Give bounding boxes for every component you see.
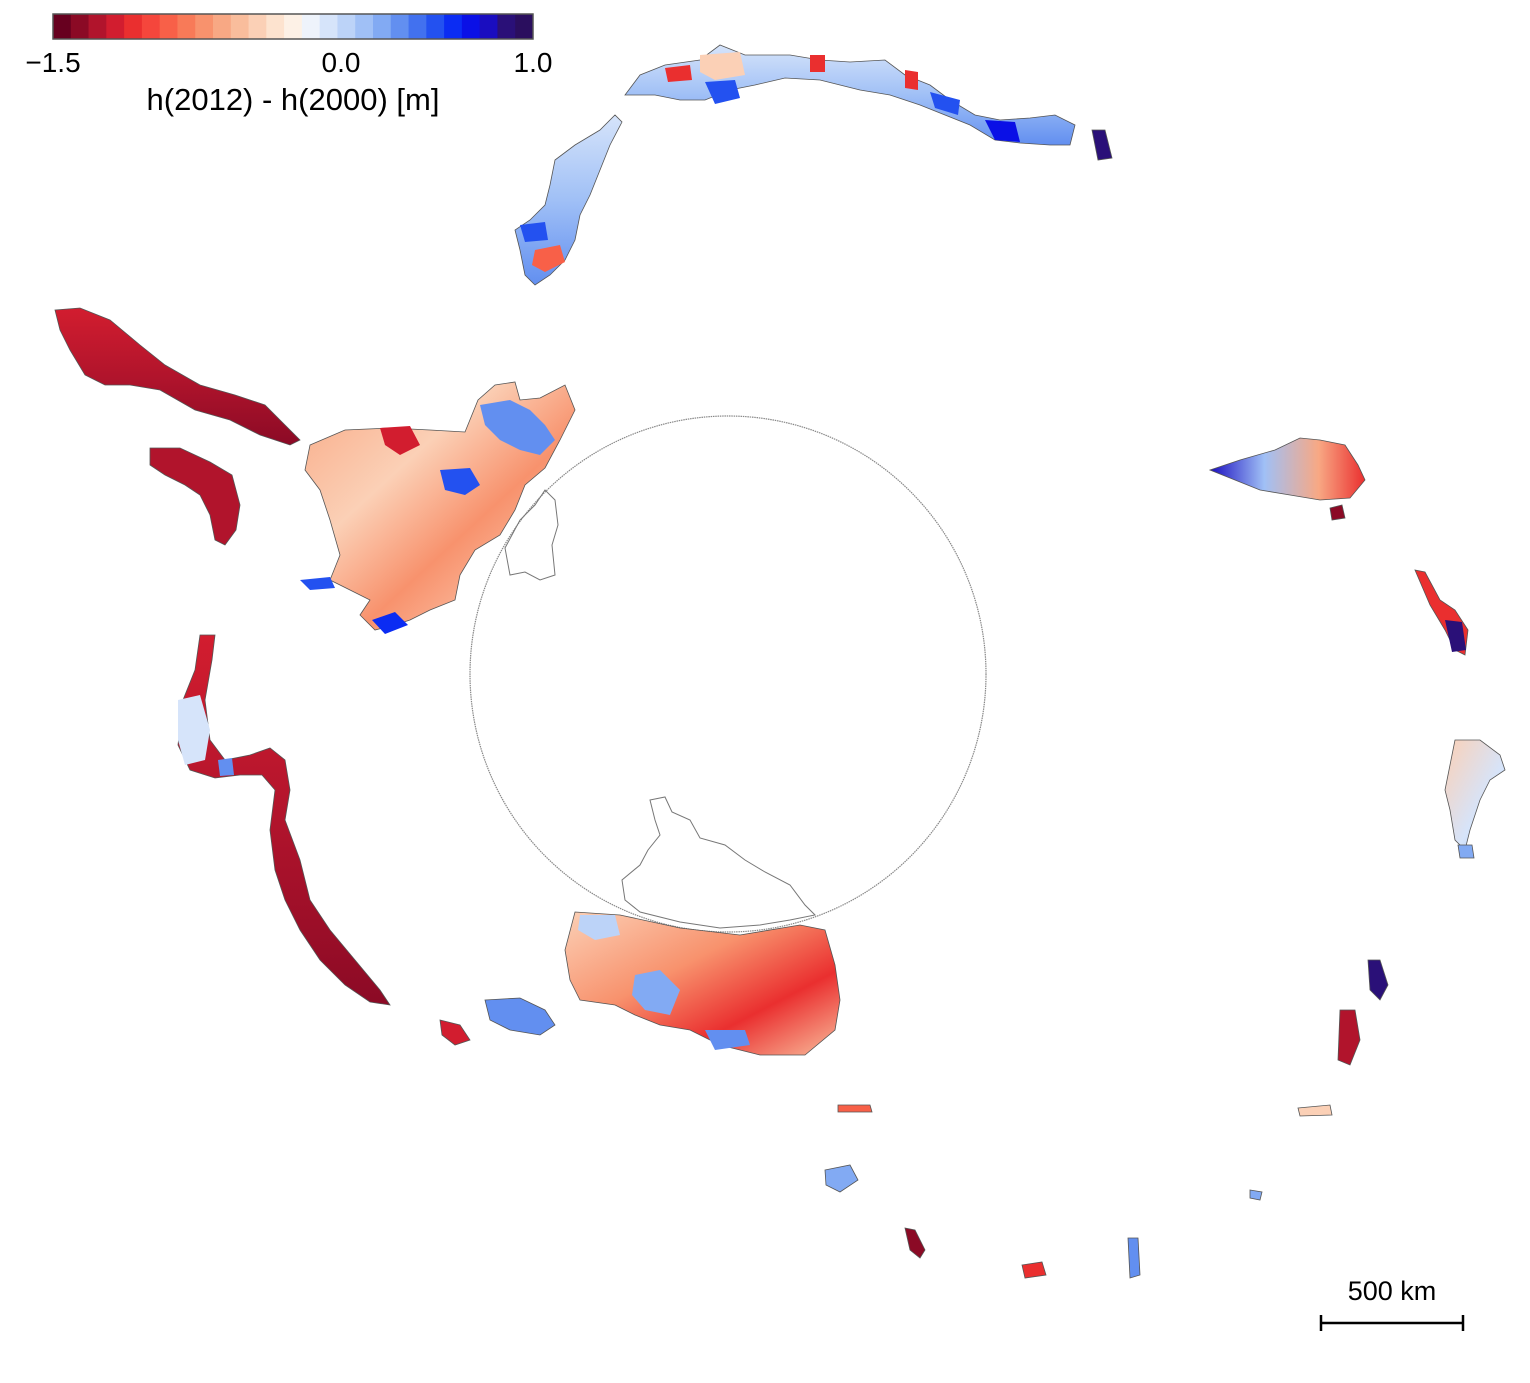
- colorbar-swatch: [213, 14, 232, 39]
- colorbar-swatch: [301, 14, 321, 39]
- amundsen-coast-region: [177, 634, 391, 1006]
- colorbar-swatch: [390, 14, 410, 39]
- colorbar-swatch: [106, 14, 125, 39]
- wilkes-blue-patch: [1127, 1237, 1141, 1279]
- colorbar-swatch: [426, 14, 445, 39]
- colorbar-swatch: [479, 14, 498, 39]
- colorbar-tick-min: −1.5: [25, 47, 80, 78]
- coats-land-region: [514, 114, 623, 286]
- amery-blue-patch: [1457, 844, 1475, 859]
- victoria-land-patch: [837, 1104, 873, 1113]
- colorbar-swatch: [373, 14, 392, 39]
- amundsen-light-patch: [178, 695, 210, 765]
- shackleton-dark-blue-patch: [1367, 959, 1389, 1001]
- qml-blue-patch-2: [930, 92, 960, 115]
- colorbar-swatch: [284, 14, 303, 39]
- enderby-region: [1208, 437, 1366, 501]
- ronne-red-patch: [380, 426, 420, 455]
- qml-dark-blue-patch: [985, 120, 1020, 142]
- colorbar-swatch: [70, 14, 90, 39]
- colorbar-swatch: [408, 14, 427, 39]
- ross-blue-patch-2: [578, 915, 620, 940]
- colorbar-swatch: [497, 14, 516, 39]
- colorbar-swatch: [195, 14, 214, 39]
- marie-byrd-blue-patch: [484, 997, 556, 1036]
- totten-small-patch: [1249, 1189, 1263, 1201]
- shackleton-red-patch: [1337, 1009, 1361, 1066]
- qml-red-patch-3: [905, 70, 918, 90]
- oates-coast-patch: [824, 1164, 859, 1193]
- qml-red-patch: [665, 65, 692, 82]
- colorbar-swatch: [159, 14, 178, 39]
- ronne-blue-tip: [372, 612, 408, 634]
- ronne-blue-patch: [480, 400, 555, 455]
- colorbar-swatch: [337, 14, 356, 39]
- colorbar: −1.5 0.0 1.0 h(2012) - h(2000) [m]: [25, 13, 553, 117]
- ronne-ice-shelf-region: [304, 381, 576, 631]
- adelie-red-patch: [1021, 1261, 1047, 1279]
- colorbar-swatch: [248, 14, 267, 39]
- colorbar-swatch: [53, 14, 72, 39]
- amundsen-blue-patch: [218, 758, 234, 776]
- colorbar-swatch: [266, 14, 285, 39]
- colorbar-swatch: [461, 14, 481, 39]
- colorbar-swatch: [319, 14, 338, 39]
- colorbar-tick-max: 1.0: [514, 47, 553, 78]
- coats-land-blue-patch: [520, 222, 548, 242]
- scale-bar: 500 km: [1319, 1276, 1465, 1331]
- qml-red-patch-2: [810, 55, 825, 72]
- enderby-red-patch: [1329, 504, 1346, 521]
- ross-blue-patch: [632, 970, 680, 1015]
- colorbar-swatch: [515, 14, 534, 39]
- amery-region: [1444, 739, 1506, 851]
- law-dome-patch: [1297, 1104, 1333, 1117]
- colorbar-swatch: [230, 14, 250, 39]
- ronne-blue-patch-2: [440, 468, 480, 495]
- peninsula-coast-red: [149, 447, 241, 546]
- marie-byrd-red-patch: [439, 1019, 471, 1046]
- qml-light-patch: [700, 52, 745, 80]
- peninsula-north-region: [54, 307, 301, 446]
- colorbar-swatch: [177, 14, 196, 39]
- colorbar-frame: [52, 13, 534, 40]
- ross-ice-shelf-outline: [621, 796, 817, 929]
- colorbar-swatch: [124, 14, 143, 39]
- qml-blue-patch: [705, 80, 740, 104]
- qml-dark-patch-east: [1091, 129, 1113, 161]
- coats-land-red-patch: [532, 245, 565, 272]
- pole-hole-circle: [469, 415, 987, 933]
- ross-blue-patch-3: [705, 1030, 750, 1050]
- ross-ice-shelf-region: [564, 911, 841, 1056]
- scale-bar-label: 500 km: [1348, 1276, 1437, 1306]
- colorbar-swatch: [141, 14, 161, 39]
- george-v-red-patch: [904, 1227, 926, 1259]
- colorbar-title: h(2012) - h(2000) [m]: [147, 82, 440, 117]
- colorbar-swatch: [88, 14, 107, 39]
- lambert-blue-patch: [1445, 620, 1466, 652]
- colorbar-swatch: [444, 14, 463, 39]
- colorbar-swatches: [53, 14, 534, 39]
- filchner-ice-shelf-outline: [504, 489, 559, 581]
- colorbar-tick-zero: 0.0: [322, 47, 361, 78]
- ronne-blue-left: [300, 577, 335, 590]
- colorbar-swatch: [355, 14, 374, 39]
